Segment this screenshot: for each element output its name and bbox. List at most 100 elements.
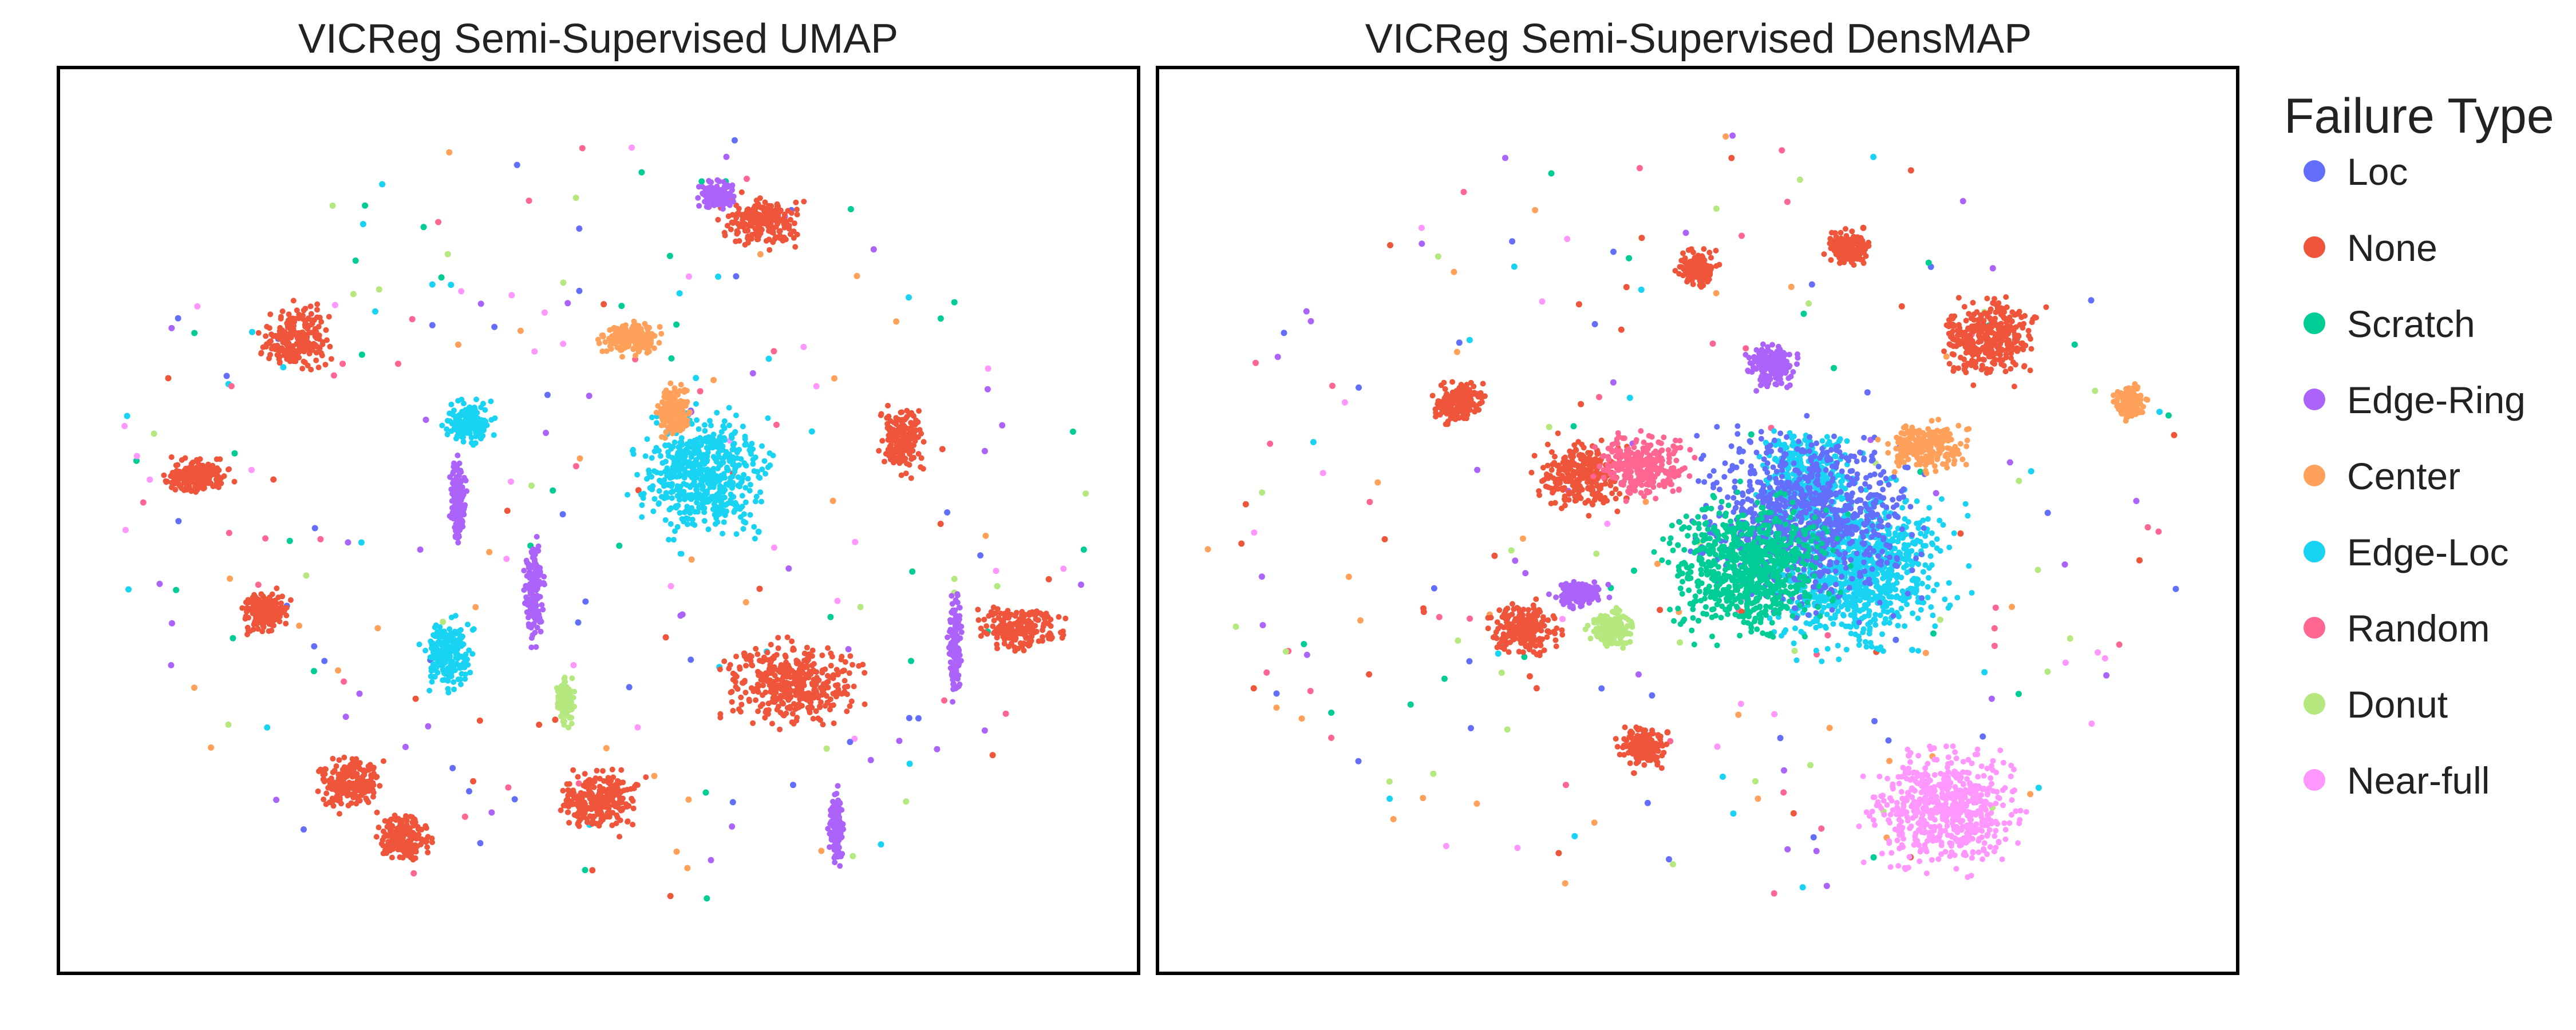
point-edge-ring: [724, 199, 730, 205]
point-none: [243, 613, 249, 619]
point-edge-loc: [455, 676, 461, 683]
point-donut: [2044, 668, 2051, 675]
point-none: [336, 757, 342, 763]
point-none: [784, 705, 791, 711]
point-none: [405, 849, 412, 855]
point-random: [1263, 669, 1270, 676]
point-random: [1596, 394, 1602, 401]
point-edge-ring: [785, 565, 792, 572]
point-none: [390, 830, 397, 837]
point-edge-loc: [725, 454, 732, 461]
point-none: [552, 716, 559, 723]
point-scratch: [2071, 341, 2078, 348]
point-donut: [303, 572, 310, 579]
point-none: [754, 651, 761, 657]
point-scratch: [618, 303, 625, 310]
point-donut: [440, 619, 447, 625]
point-none: [210, 462, 216, 469]
point-edge-loc: [765, 355, 772, 362]
point-edge-ring: [950, 699, 956, 705]
point-random: [1991, 625, 1998, 632]
point-none: [820, 681, 827, 687]
point-none: [776, 228, 783, 235]
point-scratch: [616, 542, 623, 549]
point-random: [505, 784, 512, 791]
point-near-full: [2095, 649, 2101, 656]
point-edge-ring: [273, 797, 280, 803]
point-loc: [1610, 248, 1617, 255]
point-none: [1008, 631, 1014, 637]
point-edge-loc: [697, 435, 703, 441]
point-random: [409, 316, 416, 323]
point-edge-loc: [718, 505, 724, 511]
point-edge-loc: [765, 415, 771, 421]
point-edge-ring: [1258, 573, 1265, 580]
point-edge-loc: [1638, 286, 1645, 293]
point-edge-loc: [742, 499, 749, 505]
point-none: [846, 670, 852, 676]
point-none: [319, 352, 325, 359]
point-random: [1467, 615, 1473, 622]
point-loc: [175, 315, 181, 322]
point-edge-loc: [439, 422, 445, 429]
point-near-full: [685, 273, 692, 280]
point-edge-loc: [717, 434, 723, 441]
point-near-full: [813, 383, 820, 390]
point-none: [389, 854, 395, 861]
point-donut: [562, 718, 568, 724]
point-edge-ring: [870, 246, 877, 253]
point-none: [575, 821, 581, 827]
point-none: [887, 433, 893, 439]
point-edge-loc: [694, 417, 700, 423]
point-none: [369, 772, 376, 779]
point-none: [920, 439, 927, 445]
point-none: [796, 672, 802, 679]
point-none: [768, 229, 775, 235]
point-none: [729, 219, 735, 225]
point-none: [737, 666, 743, 672]
point-donut: [1752, 778, 1759, 785]
point-none: [425, 849, 431, 855]
point-loc: [582, 598, 589, 605]
point-edge-ring: [537, 565, 543, 571]
point-none: [594, 767, 600, 774]
point-edge-loc: [693, 486, 700, 493]
point-near-full: [541, 309, 548, 316]
point-none: [733, 215, 740, 221]
point-edge-loc: [711, 477, 717, 483]
point-none: [848, 698, 855, 704]
point-none: [205, 467, 211, 473]
point-none: [895, 432, 902, 438]
point-none: [566, 787, 572, 794]
point-none: [600, 301, 607, 308]
point-none: [357, 760, 363, 766]
point-none: [623, 801, 629, 807]
point-scratch: [1631, 567, 1637, 574]
point-none: [835, 686, 841, 692]
point-edge-ring: [460, 492, 467, 498]
point-none: [906, 449, 912, 455]
point-random: [2155, 528, 2162, 535]
point-edge-loc: [646, 471, 653, 477]
point-scratch: [638, 169, 645, 176]
point-none: [327, 343, 333, 350]
point-donut: [564, 686, 571, 692]
point-near-full: [508, 478, 514, 485]
point-edge-loc: [712, 521, 718, 527]
point-center: [618, 332, 625, 339]
point-center: [818, 847, 825, 854]
point-none: [380, 837, 386, 843]
point-edge-loc: [675, 444, 682, 450]
point-none: [287, 332, 293, 338]
point-none: [582, 771, 588, 777]
point-scratch: [909, 568, 916, 575]
point-edge-ring: [1729, 132, 1736, 139]
point-none: [1026, 629, 1033, 635]
point-none: [274, 342, 280, 348]
point-near-full: [1443, 843, 1449, 849]
point-none: [1526, 673, 1533, 680]
point-random: [255, 581, 262, 588]
point-near-full: [771, 544, 777, 551]
point-none: [578, 790, 584, 796]
point-donut: [2067, 635, 2073, 642]
